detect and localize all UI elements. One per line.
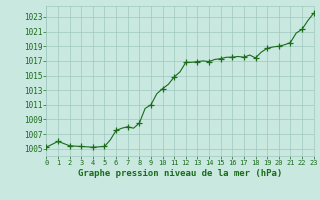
X-axis label: Graphe pression niveau de la mer (hPa): Graphe pression niveau de la mer (hPa) — [78, 169, 282, 178]
